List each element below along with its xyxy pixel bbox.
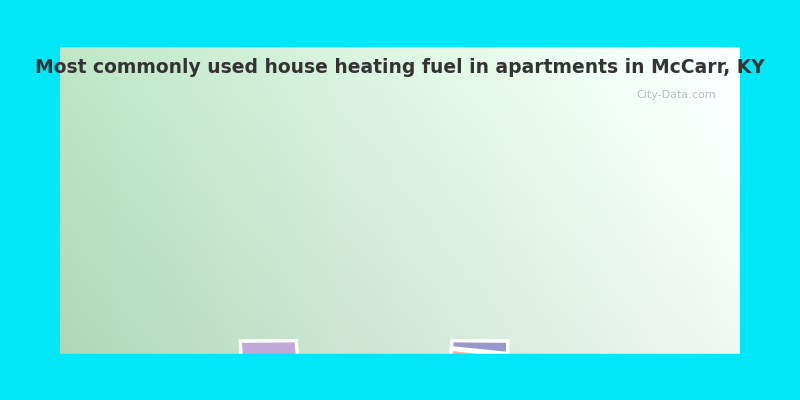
Wedge shape [240,341,445,400]
Bar [55,0,745,46]
Wedge shape [451,341,508,354]
Text: City-Data.com: City-Data.com [636,90,716,100]
Wedge shape [449,349,507,382]
Wedge shape [438,366,502,400]
Bar [55,354,745,400]
Text: Most commonly used house heating fuel in apartments in McCarr, KY: Most commonly used house heating fuel in… [35,58,765,77]
Wedge shape [416,391,484,400]
Legend: Electricity, Fuel oil, kerosene, etc., Bottled, tank, or LP gas, Coal or coke, W: Electricity, Fuel oil, kerosene, etc., B… [90,371,710,394]
